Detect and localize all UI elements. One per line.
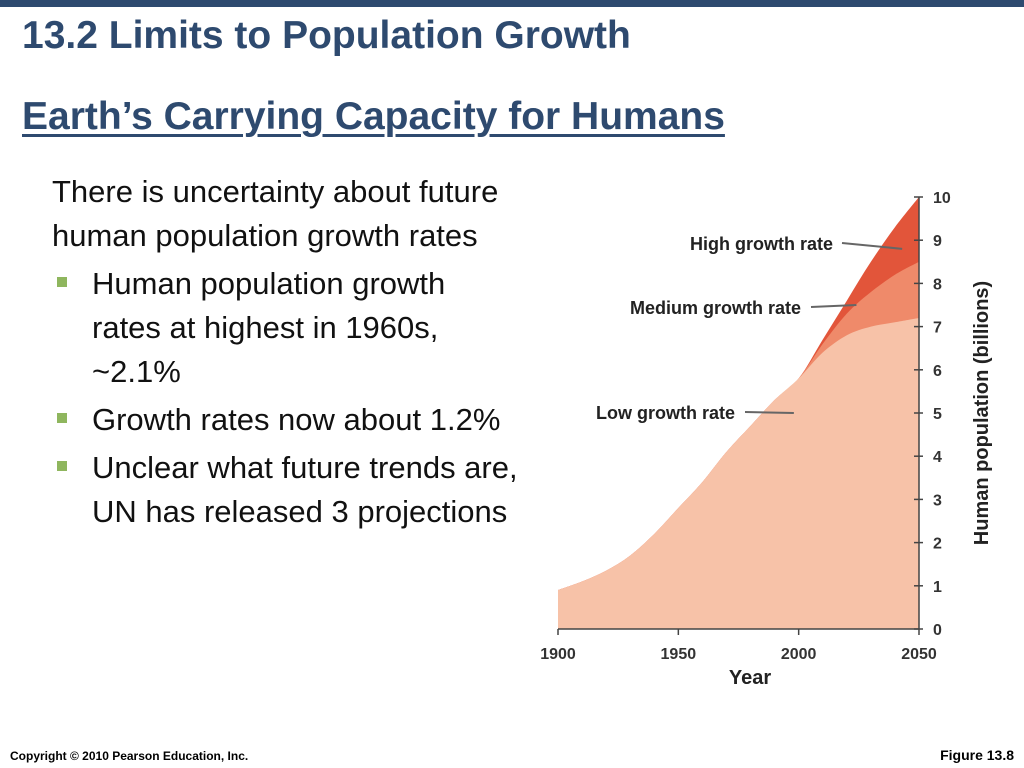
top-accent-bar: [0, 0, 1024, 7]
bullet-list: Human population growth rates at highest…: [52, 262, 522, 534]
bullet-text: Growth rates now about 1.2%: [92, 402, 501, 437]
square-bullet-icon: [57, 461, 67, 471]
figure-label: Figure 13.8: [940, 747, 1014, 763]
bullet-text: Unclear what future trends are, UN has r…: [92, 450, 518, 529]
x-tick-label: 2050: [901, 646, 937, 663]
y-tick-label: 4: [933, 449, 942, 466]
slide-subtitle: Earth’s Carrying Capacity for Humans: [22, 95, 725, 138]
copyright-text: Copyright © 2010 Pearson Education, Inc.: [10, 749, 249, 763]
annotation-leader-line: [841, 242, 903, 250]
annotation-label: High growth rate: [690, 234, 833, 254]
x-axis-title: Year: [729, 667, 771, 689]
y-tick-label: 7: [933, 320, 942, 337]
square-bullet-icon: [57, 277, 67, 287]
y-axis-title: Human population (billions): [971, 281, 993, 545]
y-tick-label: 5: [933, 406, 942, 423]
slide-title: 13.2 Limits to Population Growth: [22, 14, 631, 57]
y-tick-label: 3: [933, 492, 942, 509]
y-tick-label: 8: [933, 276, 942, 293]
annotation-leader-line: [810, 304, 857, 308]
bullet-item: Human population growth rates at highest…: [52, 262, 522, 394]
y-tick-label: 0: [933, 622, 942, 639]
y-tick-label: 6: [933, 363, 942, 380]
annotation-label: Low growth rate: [596, 403, 735, 423]
y-tick-label: 2: [933, 536, 942, 553]
bullet-item: Unclear what future trends are, UN has r…: [52, 446, 522, 534]
x-tick-label: 2000: [781, 646, 817, 663]
x-tick-label: 1900: [540, 646, 576, 663]
y-tick-label: 10: [933, 190, 951, 207]
bullet-item: Growth rates now about 1.2%: [52, 398, 522, 442]
square-bullet-icon: [57, 413, 67, 423]
x-tick-label: 1950: [661, 646, 697, 663]
annotation-label: Medium growth rate: [630, 298, 801, 318]
bullet-text: Human population growth rates at highest…: [92, 266, 446, 389]
slide-body: There is uncertainty about future human …: [52, 170, 522, 534]
series-area-low: [558, 318, 919, 629]
intro-text: There is uncertainty about future human …: [52, 174, 499, 253]
y-tick-label: 9: [933, 233, 942, 250]
y-tick-label: 1: [933, 579, 942, 596]
annotation-leader-line: [744, 411, 794, 414]
